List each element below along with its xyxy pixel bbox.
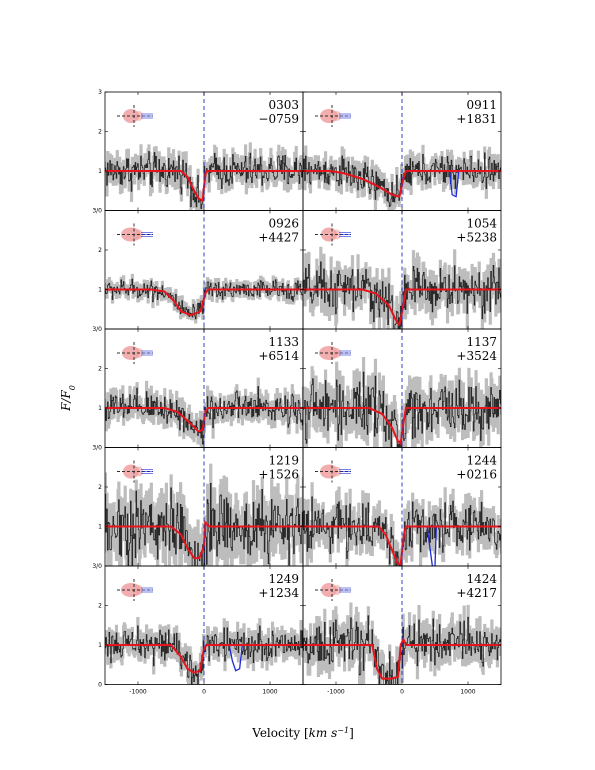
contaminant-1244+0216 [426,526,437,566]
sightline-icon [117,105,153,127]
y-tick-label: 2 [98,247,102,254]
panel-1054+5238: 1054+5238 [302,210,502,330]
qso-label-ra: 1219 [268,454,299,468]
x-tick-label: 0 [400,689,404,696]
panel-1249+1234: 0 1 2 -1000 0 1000 1249+1234 [98,565,304,696]
qso-label-ra: 1249 [268,572,299,586]
y-tick-label: 2 [98,603,102,610]
x-tick-label: 1000 [460,689,475,696]
qso-label-dec: +4217 [456,586,497,600]
qso-label-ra: 0303 [268,98,299,112]
x-axis-label: Velocity [km s−1] [251,726,354,741]
panel-1133+6514: 3/0 1 2 1133+6514 [92,328,304,452]
x-tick-label: -1000 [129,689,147,696]
y-tick-label: 2 [98,129,102,136]
panel-1424+4217: -1000 0 1000 1424+4217 [302,565,502,696]
fit-0926+4427 [105,288,303,317]
sightline-icon [117,460,153,483]
sightline-icon [117,223,153,246]
qso-label-dec: +0216 [456,468,497,482]
qso-label-dec: +4427 [258,231,299,245]
qso-label-dec: +5238 [456,231,497,245]
sightline-icon [315,460,351,483]
y-tick-label: 3/0 [92,445,102,452]
qso-label-ra: 1133 [268,335,299,349]
y-tick-label: 3/0 [92,563,102,570]
qso-label-dec: +1831 [456,112,497,126]
panel-1244+0216: 1244+0216 [302,447,502,567]
fit-1424+4217 [303,636,501,680]
spectrum-1424+4217 [303,615,501,685]
y-tick-label: 1 [98,168,102,175]
qso-label-ra: 1054 [466,217,497,231]
y-tick-label: 3/0 [92,326,102,333]
fit-0303-0759 [105,170,303,203]
contaminant-0911+1831 [448,170,460,198]
qso-label-dec: −0759 [258,112,299,126]
fit-1137+3524 [303,407,501,446]
qso-label-dec: +1234 [258,586,299,600]
panel-grid: 3/01230303−07590911+18313/0120926+442710… [92,89,502,696]
y-tick-label: 3/0 [92,208,102,215]
y-tick-label: 1 [98,287,102,294]
y-tick-label: 1 [98,405,102,412]
y-tick-label: 1 [98,524,102,531]
qso-label-ra: 0911 [466,98,497,112]
y-tick-label: 1 [98,642,102,649]
y-tick-label: 0 [98,682,102,689]
fit-1244+0216 [303,525,501,566]
sightline-icon [315,579,351,601]
panel-1137+3524: 1137+3524 [302,328,502,448]
panel-0303-0759: 3/0 1 2 3 0303−0759 [92,89,304,215]
contaminant-1249+1234 [228,644,243,672]
sightline-icon [315,223,351,246]
y-tick-label: 2 [98,366,102,373]
panel-0911+1831: 0911+1831 [302,91,502,211]
sightline-icon [117,342,153,364]
fit-1249+1234 [105,644,303,674]
qso-label-dec: +3524 [456,349,497,363]
x-tick-label: -1000 [327,689,345,696]
qso-label-ra: 1244 [466,454,497,468]
qso-label-ra: 0926 [268,217,299,231]
x-tick-label: 1000 [262,689,277,696]
y-axis-label: F/F0 [59,385,77,412]
fit-1219+1526 [105,520,303,560]
panel-1219+1526: 3/0 1 2 1219+1526 [92,447,304,570]
qso-label-ra: 1424 [466,572,497,586]
sightline-icon [315,105,351,127]
qso-label-dec: +1526 [258,468,299,482]
qso-label-ra: 1137 [466,335,497,349]
qso-label-dec: +6514 [258,349,299,363]
x-tick-label: 0 [202,689,206,696]
y-tick-label: 3 [98,89,102,96]
panel-0926+4427: 3/0 1 2 0926+4427 [92,210,304,333]
sightline-icon [117,579,153,601]
y-tick-label: 2 [98,484,102,491]
spectrum-1054+5238 [303,261,501,329]
sightline-icon [315,342,351,364]
